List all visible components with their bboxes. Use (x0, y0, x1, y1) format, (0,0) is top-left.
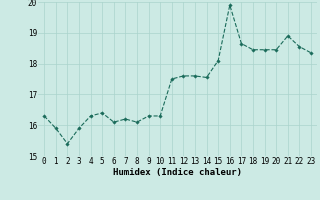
X-axis label: Humidex (Indice chaleur): Humidex (Indice chaleur) (113, 168, 242, 177)
